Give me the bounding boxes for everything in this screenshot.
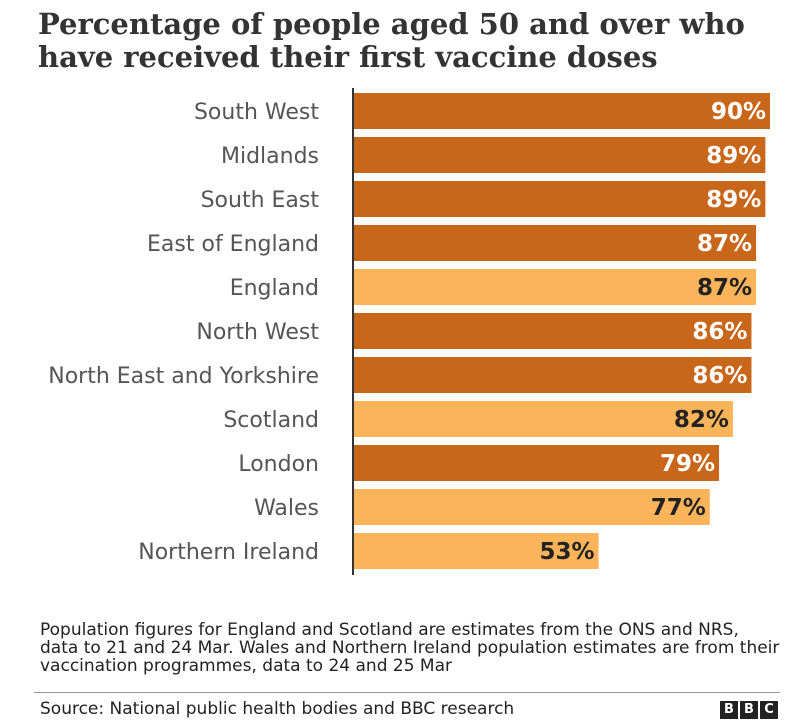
category-label: South West bbox=[194, 100, 319, 125]
source-text: Source: National public health bodies an… bbox=[40, 699, 515, 719]
value-label: 79% bbox=[660, 451, 715, 477]
value-label: 86% bbox=[692, 319, 747, 345]
bar-chart: South West 90% Midlands 89% South East 89% Eas… bbox=[48, 88, 770, 575]
category-label: Wales bbox=[254, 496, 319, 521]
bar bbox=[353, 445, 720, 481]
bar bbox=[353, 269, 757, 305]
bar bbox=[353, 137, 766, 173]
category-label: South East bbox=[201, 188, 320, 213]
value-label: 89% bbox=[706, 143, 761, 169]
bbc-logo: B B C bbox=[720, 701, 778, 719]
value-label: 77% bbox=[651, 495, 706, 521]
value-label: 53% bbox=[540, 539, 595, 565]
value-label: 87% bbox=[697, 275, 752, 301]
category-label: Northern Ireland bbox=[138, 540, 319, 565]
category-label: Midlands bbox=[221, 144, 319, 169]
value-label: 89% bbox=[706, 187, 761, 213]
chart-title: Percentage of people aged 50 and over wh… bbox=[38, 7, 745, 74]
bar bbox=[353, 225, 757, 261]
bar bbox=[353, 93, 770, 129]
category-label: Scotland bbox=[223, 408, 319, 433]
bar bbox=[353, 181, 766, 217]
bbc-logo-letter: B bbox=[720, 701, 738, 719]
bar bbox=[353, 533, 599, 569]
category-label: England bbox=[230, 276, 319, 301]
divider bbox=[34, 692, 780, 693]
bar bbox=[353, 401, 733, 437]
footnote: Population figures for England and Scotl… bbox=[40, 620, 780, 676]
value-label: 87% bbox=[697, 231, 752, 257]
value-label: 90% bbox=[711, 99, 766, 125]
bar bbox=[353, 489, 710, 525]
bar bbox=[353, 357, 752, 393]
bbc-logo-letter: B bbox=[740, 701, 758, 719]
value-label: 86% bbox=[692, 363, 747, 389]
category-label: North East and Yorkshire bbox=[48, 364, 319, 389]
bar bbox=[353, 313, 752, 349]
bbc-logo-letter: C bbox=[760, 701, 778, 719]
category-label: North West bbox=[196, 320, 319, 345]
value-label: 82% bbox=[674, 407, 729, 433]
category-label: London bbox=[238, 452, 319, 477]
category-label: East of England bbox=[147, 232, 319, 257]
